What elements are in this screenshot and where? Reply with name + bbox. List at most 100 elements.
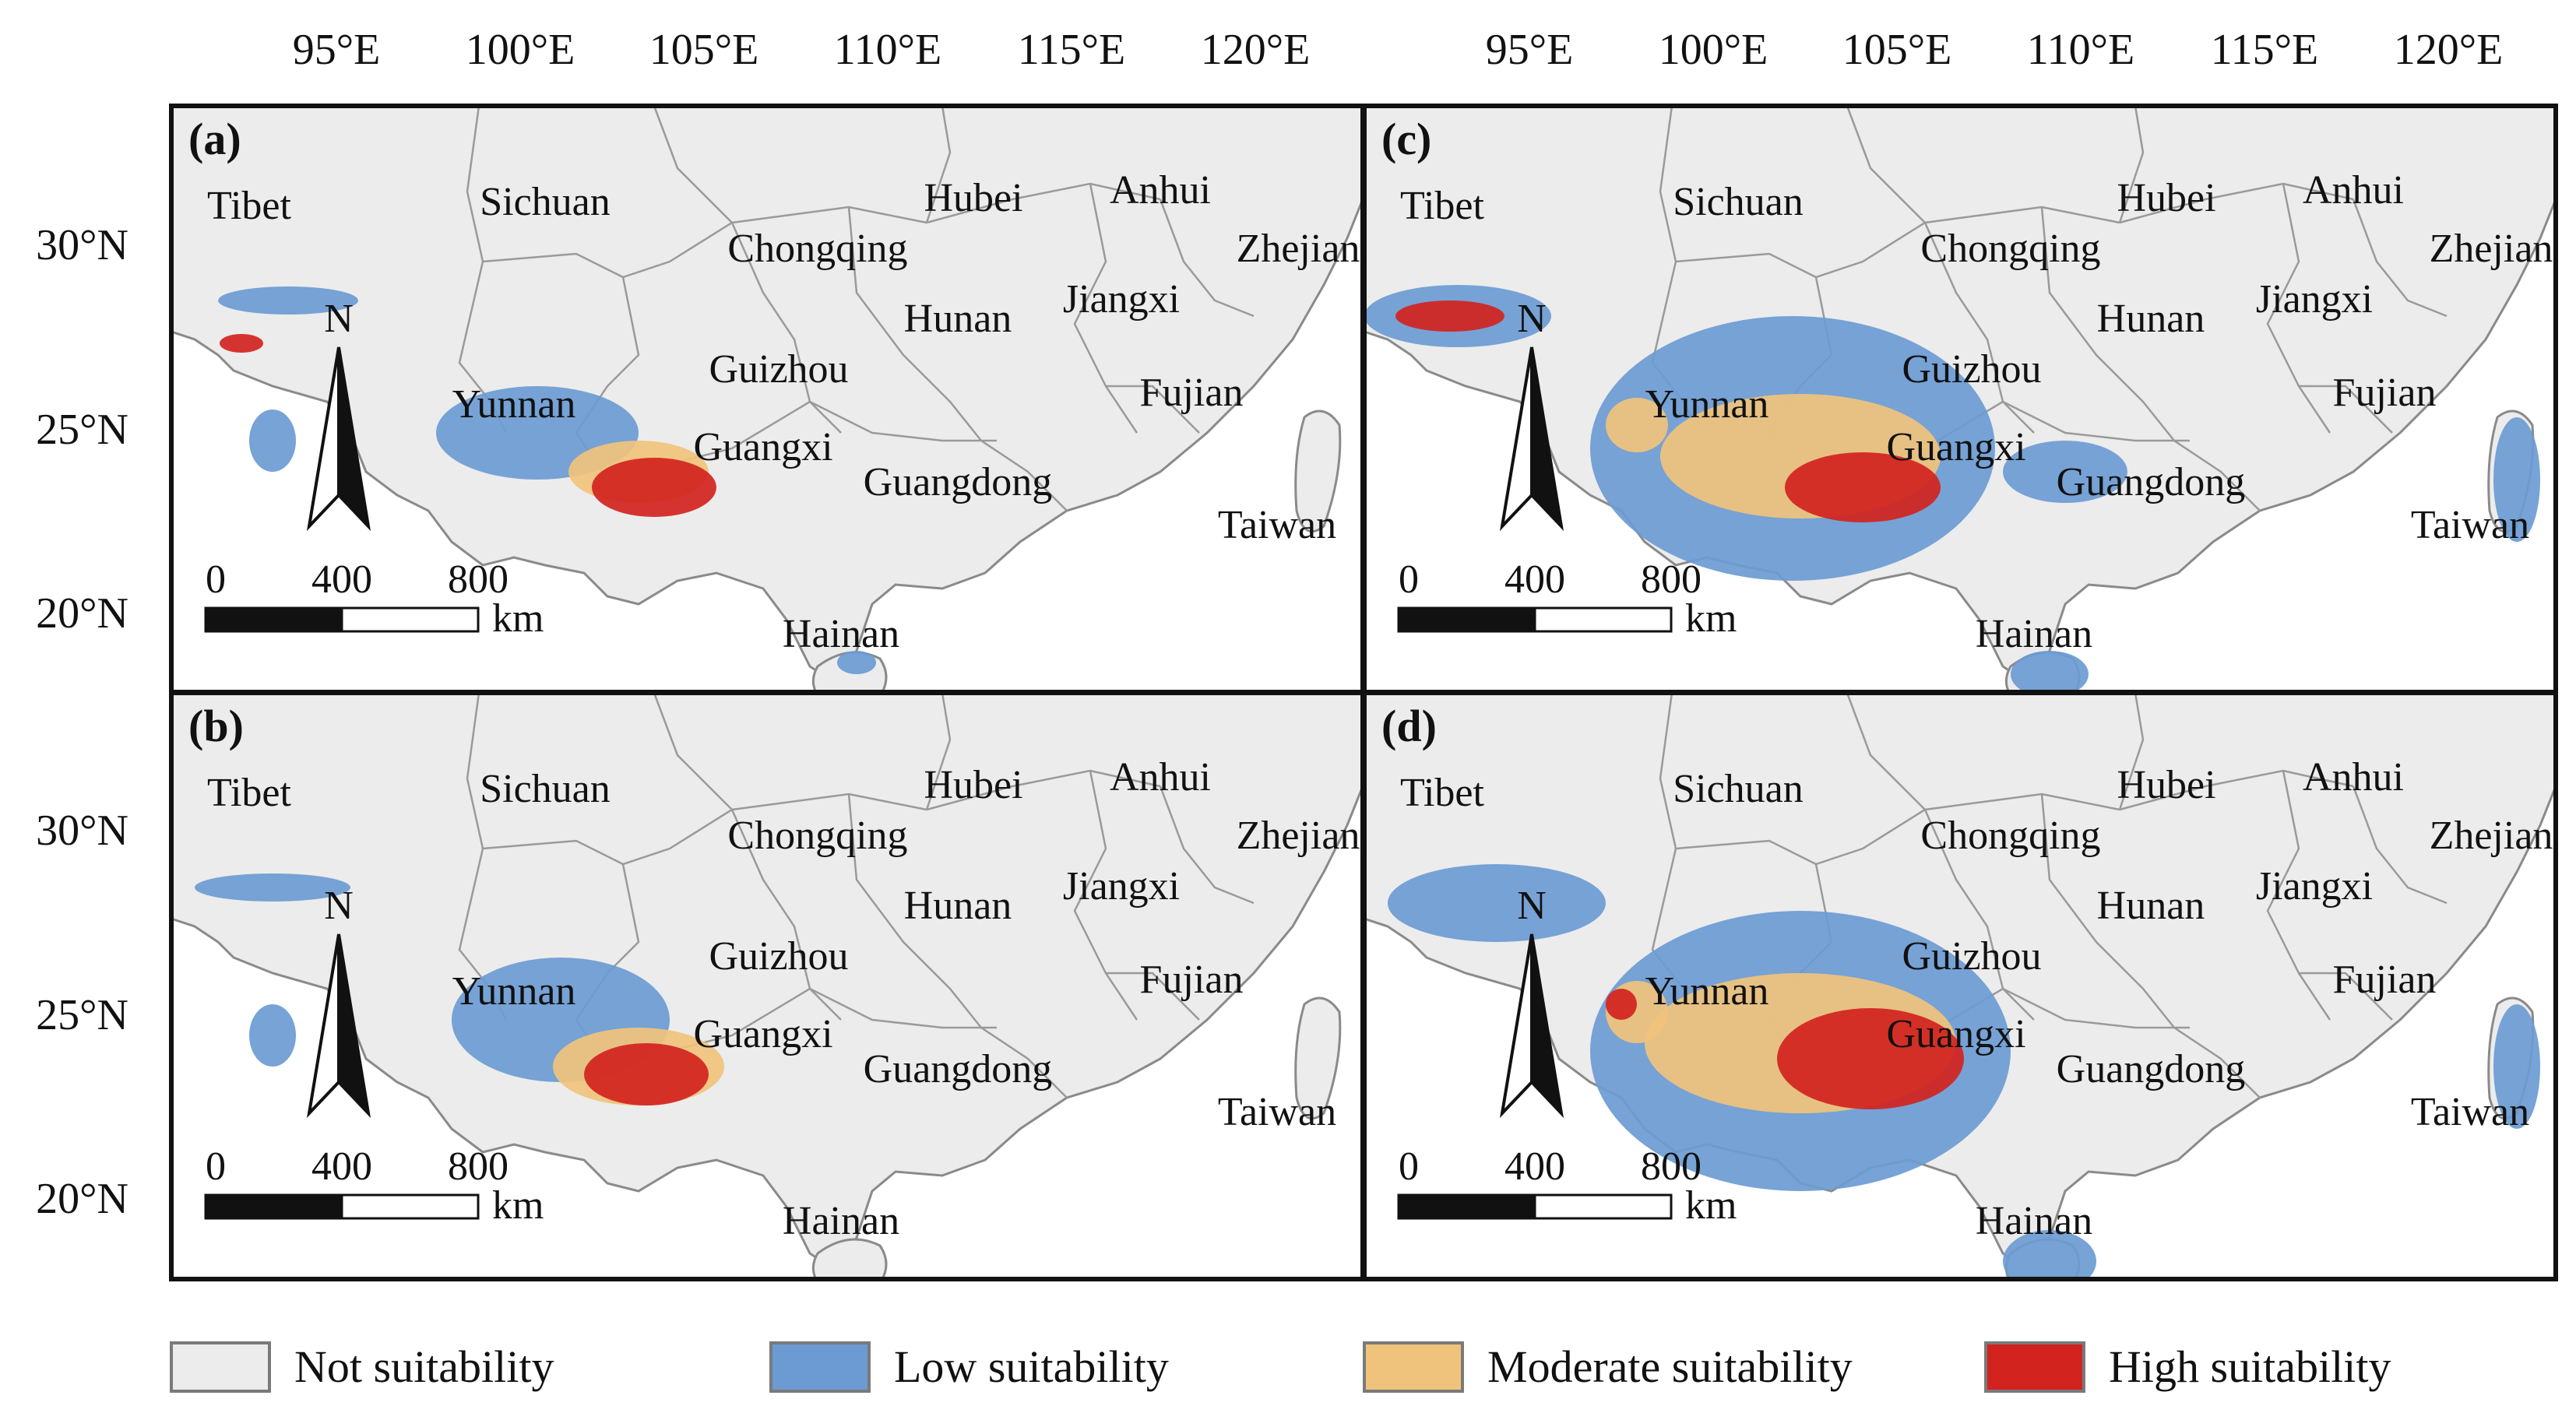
lon-tick-115: 115°E [1018,26,1126,74]
province-label-chongqing: Chongqing [727,814,907,858]
province-label-fujian: Fujian [1140,958,1244,1002]
longitude-ticks-right: 95°E 100°E 105°E 110°E 115°E 120°E [1486,26,2504,74]
suitability-patch [592,458,716,517]
province-label-hunan: Hunan [904,297,1012,341]
legend-item: High suitability [1984,1341,2391,1393]
scale-unit-label: km [492,596,544,641]
province-label-guangdong: Guangdong [2057,1047,2246,1091]
legend-swatch [1363,1341,1464,1393]
province-label-guangxi: Guangxi [693,425,832,469]
province-label-tibet: Tibet [207,771,291,815]
suitability-patch [1785,452,1941,522]
province-label-chongqing: Chongqing [727,227,907,271]
north-arrow-icon: N [306,884,371,1119]
panel-letter: (c) [1381,114,1431,164]
province-label-guangxi: Guangxi [1886,425,2025,469]
lon-tick-105-right: 105°E [1842,26,1952,74]
province-label-yunnan: Yunnan [452,382,576,427]
lon-tick-120: 120°E [1201,26,1311,74]
scale-tick-label: 0 [206,1144,226,1189]
province-label-zhejiang: Zhejiang [1237,227,1381,271]
province-label-jiangxi: Jiangxi [2256,864,2373,909]
province-label-guizhou: Guizhou [709,934,848,979]
longitude-ticks-left: 95°E 100°E 105°E 110°E 115°E 120°E [293,26,1311,74]
suitability-patch [837,651,876,674]
legend-label: Moderate suitability [1487,1341,1853,1392]
province-label-hubei: Hubei [924,763,1022,807]
basemap-c: Tibet Sichuan Hubei Anhui Chongqing Zhejiang J… [1364,106,2574,692]
province-label-sichuan: Sichuan [480,767,611,811]
suitability-patch [195,873,350,902]
lon-tick-95-right: 95°E [1486,26,1574,74]
lon-tick-105: 105°E [649,26,759,74]
province-label-fujian: Fujian [2333,958,2437,1002]
province-label-guizhou: Guizhou [1902,347,2041,392]
province-label-sichuan: Sichuan [1673,180,1804,224]
province-label-hubei: Hubei [924,176,1022,220]
scale-unit-label: km [492,1183,544,1228]
map-panel-b: Tibet Sichuan Hubei Anhui Chongqing Zhejiang J… [169,691,1381,1281]
legend-swatch [769,1341,871,1393]
province-label-hainan: Hainan [783,612,899,656]
scale-tick-label: 400 [1504,557,1565,602]
legend-item: Low suitability [769,1341,1169,1393]
province-label-taiwan: Taiwan [1218,1090,1336,1134]
legend-label: Not suitability [294,1341,554,1392]
suitability-patch [249,1004,296,1067]
basemap-b: Tibet Sichuan Hubei Anhui Chongqing Zhejiang J… [171,693,1381,1279]
province-label-yunnan: Yunnan [1645,382,1769,427]
north-arrow-label: N [1517,884,1547,928]
panel-frame [1362,691,2558,1281]
suitability-patch [2003,1230,2096,1279]
province-label-taiwan: Taiwan [2411,1090,2529,1134]
scale-tick-label: 800 [448,1144,509,1189]
lon-tick-110: 110°E [834,26,942,74]
province-label-zhejiang: Zhejiang [1237,814,1381,858]
panel-letter: (a) [188,114,241,164]
province-label-jiangxi: Jiangxi [1063,277,1180,322]
lon-tick-100-right: 100°E [1659,26,1768,74]
lat-tick-25-top: 25°N [36,406,128,454]
legend: Not suitability Low suitability Moderate s… [170,1341,2391,1393]
province-label-anhui: Anhui [2303,168,2404,213]
province-label-tibet: Tibet [1400,771,1484,815]
province-label-anhui: Anhui [1110,755,1211,800]
province-label-anhui: Anhui [2303,755,2404,800]
lon-tick-95: 95°E [293,26,381,74]
suitability-patch [1395,301,1504,332]
lat-tick-30-top: 30°N [36,221,128,269]
province-label-chongqing: Chongqing [1920,814,2100,858]
panel-letter: (b) [188,701,244,751]
province-label-guangdong: Guangdong [864,1047,1053,1091]
north-arrow-icon: N [1499,884,1564,1119]
suitability-patch [220,334,263,353]
map-panel-c: Tibet Sichuan Hubei Anhui Chongqing Zhejiang J… [1362,104,2574,694]
province-label-yunnan: Yunnan [1645,969,1769,1014]
province-label-sichuan: Sichuan [1673,767,1804,811]
province-label-guizhou: Guizhou [709,347,848,392]
lat-tick-25-bottom: 25°N [36,991,128,1039]
province-label-yunnan: Yunnan [452,969,576,1014]
province-label-zhejiang: Zhejiang [2430,227,2574,271]
province-label-hainan: Hainan [1976,1199,2092,1243]
suitability-patch [1606,989,1637,1020]
province-label-hunan: Hunan [904,884,1012,928]
scale-tick-label: 400 [311,557,372,602]
province-label-taiwan: Taiwan [2411,503,2529,547]
suitability-patch [1606,398,1668,452]
north-arrow-label: N [1517,297,1547,341]
scale-tick-label: 400 [311,1144,372,1189]
lon-tick-100: 100°E [466,26,575,74]
north-arrow-icon: N [1499,297,1564,532]
legend-swatch [170,1341,271,1393]
suitability-patch [218,286,358,315]
province-label-hubei: Hubei [2117,176,2215,220]
scale-tick-label: 0 [1399,1144,1419,1189]
province-label-anhui: Anhui [1110,168,1211,213]
scale-tick-label: 800 [448,557,509,602]
panel-letter: (d) [1381,701,1437,751]
lat-tick-20-top: 20°N [36,589,128,638]
